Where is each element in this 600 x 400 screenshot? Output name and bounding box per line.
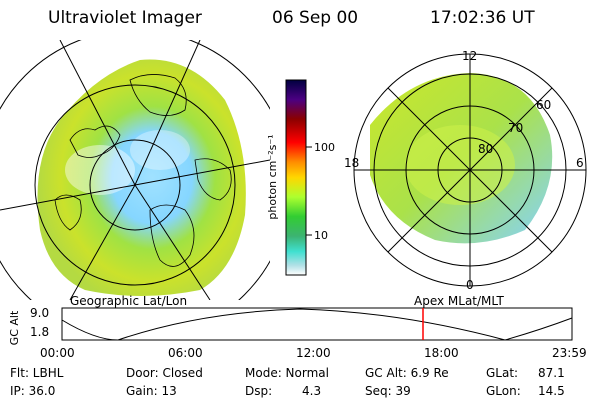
coastline — [149, 204, 195, 267]
altitude-timeline: GC Alt 9.0 1.8 00:00 06:00 12:00 18:00 2… — [8, 306, 587, 360]
seq-info: Seq: 39 — [365, 384, 411, 398]
meridian-line — [134, 184, 211, 300]
door-info: Door: Closed — [126, 366, 203, 380]
dsp-label: Dsp: — [245, 384, 273, 398]
time-label-1800: 18:00 — [424, 346, 459, 360]
app-title: Ultraviolet Imager — [48, 8, 202, 28]
glat-value: 87.1 — [538, 366, 565, 380]
meridian-line — [134, 159, 270, 186]
latitude-circle — [34, 84, 236, 286]
mlat-label-70: 70 — [508, 121, 523, 135]
coastline — [54, 194, 82, 231]
geographic-map-panel — [0, 40, 270, 300]
flt-info: Flt: LBHL — [10, 366, 64, 380]
gain-info: Gain: 13 — [126, 384, 177, 398]
altitude-ylabel: GC Alt — [8, 310, 21, 345]
gcalt-info: GC Alt: 6.9 Re — [365, 366, 449, 380]
meridian-line — [0, 184, 136, 211]
coastline — [129, 74, 187, 116]
mlt-label-18: 18 — [344, 156, 359, 170]
dsp-value: 4.3 — [302, 384, 322, 398]
colorbar: 100 10 photon cm⁻²s⁻¹ — [266, 79, 335, 276]
meridian-line — [134, 40, 201, 186]
mlt-label-0: 0 — [466, 278, 474, 292]
colorbar-scale — [285, 79, 307, 276]
meridian-line — [59, 40, 136, 186]
mlt-label-12: 12 — [462, 49, 477, 63]
time-label-0600: 06:00 — [168, 346, 203, 360]
magnetic-polar-panel: 12 18 6 0 80 70 60 — [344, 49, 587, 292]
coastline — [194, 158, 232, 201]
mlt-line-diag — [387, 87, 553, 253]
left-panel-label: Geographic Lat/Lon — [70, 294, 188, 308]
glon-label: GLon: — [486, 384, 521, 398]
latitude-circle — [89, 139, 181, 231]
glon-value: 14.5 — [538, 384, 565, 398]
coastline — [69, 125, 121, 158]
observation-time: 17:02:36 UT — [430, 8, 535, 28]
time-label-0000: 00:00 — [40, 346, 75, 360]
altitude-ymax: 9.0 — [30, 306, 49, 320]
altitude-plot-frame — [61, 307, 573, 341]
ip-info: IP: 36.0 — [10, 384, 56, 398]
altitude-curve — [61, 308, 573, 341]
colorbar-tick-10: 10 — [314, 229, 328, 242]
right-panel-label: Apex MLat/MLT — [414, 294, 504, 308]
mode-info: Mode: Normal — [245, 366, 329, 380]
colorbar-tick-100: 100 — [314, 141, 335, 154]
meridian-line — [69, 184, 136, 300]
mlat-label-60: 60 — [536, 98, 551, 112]
observation-date: 06 Sep 00 — [272, 8, 359, 28]
colorbar-label: photon cm⁻²s⁻¹ — [266, 134, 279, 219]
mlat-label-80: 80 — [478, 142, 493, 156]
mlt-label-6: 6 — [576, 156, 584, 170]
time-label-2359: 23:59 — [552, 346, 587, 360]
altitude-ymin: 1.8 — [30, 325, 49, 339]
glat-label: GLat: — [486, 366, 519, 380]
time-label-1200: 12:00 — [296, 346, 331, 360]
